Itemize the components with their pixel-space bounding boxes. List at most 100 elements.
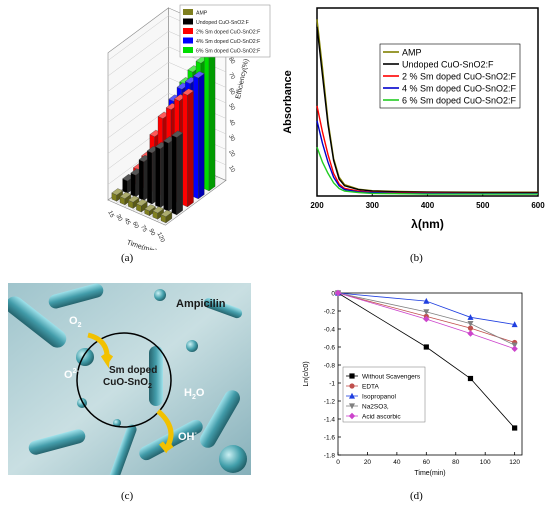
- legend-label: Isopropanol: [362, 394, 397, 401]
- legend-label: 6 % Sm doped CuO-SnO2:F: [402, 96, 517, 106]
- bar: [203, 50, 216, 192]
- marker-triangle-down: [467, 321, 474, 327]
- legend-label: 2 % Sm doped CuO-SnO2:F: [402, 72, 517, 82]
- series-line: [337, 292, 515, 429]
- x-tick-label: 80: [452, 459, 460, 466]
- superoxide-label: O2-: [64, 368, 79, 381]
- legend-label: Undoped CuO-SnO2:F: [196, 20, 249, 26]
- legend-label: AMP: [402, 48, 422, 58]
- legend-label: 2% Sm doped CuO-SnO2:F: [196, 30, 260, 36]
- scavenger-chart: 0 20 40 60 80 100 120 0 -0.2 -0.4 -0.6 -0.8 -1 -1.2 -1…: [303, 289, 523, 477]
- bar-top: [193, 71, 205, 79]
- y-tick-label: -0.6: [324, 345, 336, 352]
- arrow-o2-icon: [87, 332, 114, 369]
- legend-swatch: [183, 18, 193, 25]
- y-tick-label: 40: [227, 118, 236, 127]
- x-tick-label: 40: [393, 459, 401, 466]
- bar: [127, 195, 140, 209]
- marker-circle: [349, 383, 355, 389]
- caption-c: (c): [121, 490, 134, 502]
- x-tick-label: 600: [531, 201, 545, 210]
- arrow-h2o-icon: [156, 409, 174, 454]
- marker-square: [467, 375, 474, 382]
- marker-triangle: [511, 321, 518, 328]
- y-tick-label: -1.4: [324, 417, 336, 424]
- bar-front: [138, 159, 145, 201]
- marker-diamond: [423, 315, 430, 323]
- bar-top: [171, 130, 183, 138]
- y-tick-label: -1.8: [324, 453, 336, 460]
- series-line: [337, 292, 515, 343]
- absorbance-chart: 200 300 400 500 600 λ(nm) Absorbance AMP Undoped…: [282, 7, 545, 231]
- marker-triangle-down: [423, 309, 430, 316]
- x-tick-label: 60: [131, 221, 140, 230]
- y-axis-label: Ln(c/c0): [303, 361, 310, 386]
- bar-side: [187, 90, 194, 208]
- x-tick-label: 45: [123, 217, 132, 226]
- y-tick-label: -1.6: [324, 435, 336, 442]
- y-tick-label: 50: [227, 103, 236, 112]
- caption-a: (a): [121, 252, 134, 264]
- bar: [182, 88, 194, 208]
- legend: AMP Undoped CuO-SnO2:F 2% Sm doped CuO-SnO…: [179, 4, 271, 58]
- bar-front: [147, 150, 153, 205]
- bar-top: [127, 195, 140, 203]
- caption-b: (b): [410, 252, 423, 264]
- bar-front: [182, 92, 188, 208]
- x-tick-label: 500: [476, 201, 490, 210]
- marker-square: [349, 373, 355, 379]
- x-tick-label: 400: [421, 201, 435, 210]
- bar-front: [171, 134, 177, 216]
- bar-top: [111, 188, 123, 196]
- bar-front: [122, 178, 128, 194]
- y-tick-label: 0: [331, 291, 335, 298]
- bar: [144, 204, 156, 216]
- bar-top: [119, 191, 132, 199]
- x-axis-label: Time(min): [126, 239, 158, 250]
- legend-label: Without Scavengers: [362, 374, 421, 381]
- bar-top: [144, 204, 156, 212]
- marker-triangle-down: [511, 342, 518, 349]
- y-tick-label: -0.2: [324, 309, 336, 316]
- illustration-title: Ampicilin: [176, 298, 226, 310]
- marker-triangle-down: [349, 403, 355, 410]
- legend-swatch: [183, 28, 193, 34]
- bar-front: [155, 146, 161, 208]
- marker-triangle: [423, 297, 430, 304]
- legend-swatch: [183, 37, 193, 44]
- y-tick-label: 80: [227, 56, 236, 65]
- y-tick-label: 10: [227, 165, 236, 174]
- series-line: [316, 146, 538, 195]
- marker-square: [423, 344, 429, 350]
- bar-chart-3d: 102030405060708090Efficiency(%)153045607…: [106, 4, 271, 250]
- y-tick-label: 20: [227, 149, 236, 158]
- x-tick-label: 60: [423, 459, 431, 466]
- bar-top: [160, 209, 173, 217]
- bar-top: [182, 88, 194, 96]
- y-tick-label: 30: [227, 134, 236, 143]
- y-axis-label: Absorbance: [282, 70, 294, 134]
- y-tick-label: -1.2: [324, 399, 336, 406]
- bar-front: [130, 172, 136, 198]
- x-tick-label: 300: [366, 201, 380, 210]
- marker-square: [512, 425, 518, 431]
- y-tick-label: 70: [227, 72, 236, 81]
- bar-front: [193, 75, 199, 200]
- y-axis-label: Efficiency(%): [235, 58, 250, 99]
- bar: [171, 130, 183, 216]
- x-tick-label: 20: [364, 459, 372, 466]
- legend: Without Scavengers EDTA Isopropanol Na2SO3,…: [342, 366, 426, 423]
- catalyst-label-2: CuO-SnO2: [103, 377, 152, 390]
- x-tick-label: 90: [147, 228, 156, 237]
- x-tick-label: 15: [106, 210, 115, 219]
- legend-label: Acid ascorbic: [362, 414, 401, 421]
- bar: [193, 71, 205, 200]
- bar-front: [163, 140, 169, 212]
- legend-label: 6% Sm doped CuO-SnO2:F: [196, 49, 260, 55]
- x-tick-label: 120: [155, 232, 165, 244]
- bar-front: [204, 55, 210, 192]
- legend-label: 4% Sm doped CuO-SnO2:F: [196, 39, 260, 45]
- marker-diamond: [511, 345, 518, 352]
- legend-swatch: [183, 9, 193, 15]
- x-tick-label: 0: [336, 459, 340, 466]
